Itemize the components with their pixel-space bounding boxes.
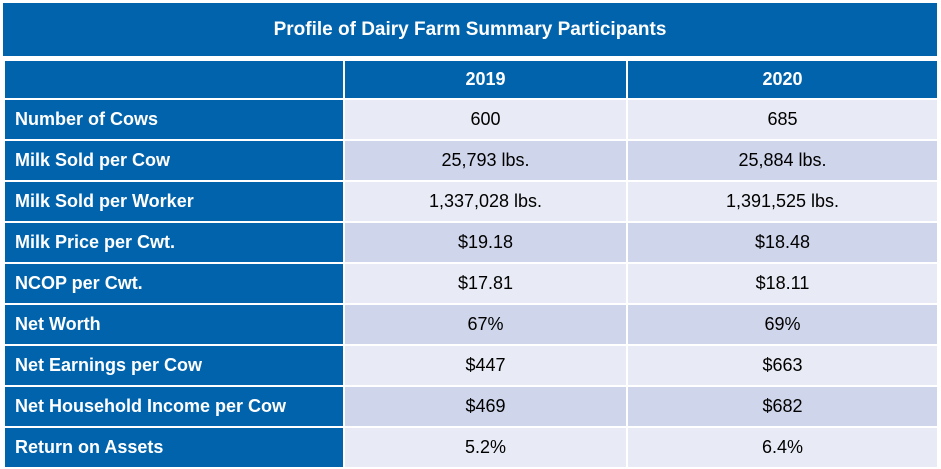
cell-2020: $663 xyxy=(626,344,939,387)
header-cell-2020: 2020 xyxy=(626,59,939,100)
cell-2019: 67% xyxy=(343,303,628,346)
row-label: Number of Cows xyxy=(3,98,345,141)
row-label: NCOP per Cwt. xyxy=(3,262,345,305)
cell-2019: $447 xyxy=(343,344,628,387)
table-row: Net Worth 67% 69% xyxy=(3,303,939,346)
cell-2019: 600 xyxy=(343,98,628,141)
cell-2020: $18.11 xyxy=(626,262,939,305)
cell-2020: 6.4% xyxy=(626,426,939,469)
cell-2020: 1,391,525 lbs. xyxy=(626,180,939,223)
table-row: Net Earnings per Cow $447 $663 xyxy=(3,344,939,387)
table-row: Milk Price per Cwt. $19.18 $18.48 xyxy=(3,221,939,264)
cell-2020: 685 xyxy=(626,98,939,141)
header-cell-label xyxy=(3,59,345,100)
row-label: Net Earnings per Cow xyxy=(3,344,345,387)
table-row: Milk Sold per Worker 1,337,028 lbs. 1,39… xyxy=(3,180,939,223)
cell-2020: 69% xyxy=(626,303,939,346)
row-label: Net Household Income per Cow xyxy=(3,385,345,428)
cell-2020: $18.48 xyxy=(626,221,939,264)
cell-2019: $19.18 xyxy=(343,221,628,264)
cell-2019: 5.2% xyxy=(343,426,628,469)
header-cell-2019: 2019 xyxy=(343,59,628,100)
table-row: Net Household Income per Cow $469 $682 xyxy=(3,385,939,428)
header-row: 2019 2020 xyxy=(3,59,939,100)
table-row: Number of Cows 600 685 xyxy=(3,98,939,141)
row-label: Return on Assets xyxy=(3,426,345,469)
cell-2019: $17.81 xyxy=(343,262,628,305)
cell-2019: $469 xyxy=(343,385,628,428)
cell-2019: 25,793 lbs. xyxy=(343,139,628,182)
cell-2020: $682 xyxy=(626,385,939,428)
row-label: Net Worth xyxy=(3,303,345,346)
row-label: Milk Sold per Worker xyxy=(3,180,345,223)
cell-2019: 1,337,028 lbs. xyxy=(343,180,628,223)
summary-table-frame: Profile of Dairy Farm Summary Participan… xyxy=(3,3,939,469)
row-label: Milk Price per Cwt. xyxy=(3,221,345,264)
table-title: Profile of Dairy Farm Summary Participan… xyxy=(3,3,937,56)
table-row: Return on Assets 5.2% 6.4% xyxy=(3,426,939,469)
cell-2020: 25,884 lbs. xyxy=(626,139,939,182)
table-row: NCOP per Cwt. $17.81 $18.11 xyxy=(3,262,939,305)
row-label: Milk Sold per Cow xyxy=(3,139,345,182)
table-row: Milk Sold per Cow 25,793 lbs. 25,884 lbs… xyxy=(3,139,939,182)
participant-profile-table: 2019 2020 Number of Cows 600 685 Milk So… xyxy=(3,59,939,469)
